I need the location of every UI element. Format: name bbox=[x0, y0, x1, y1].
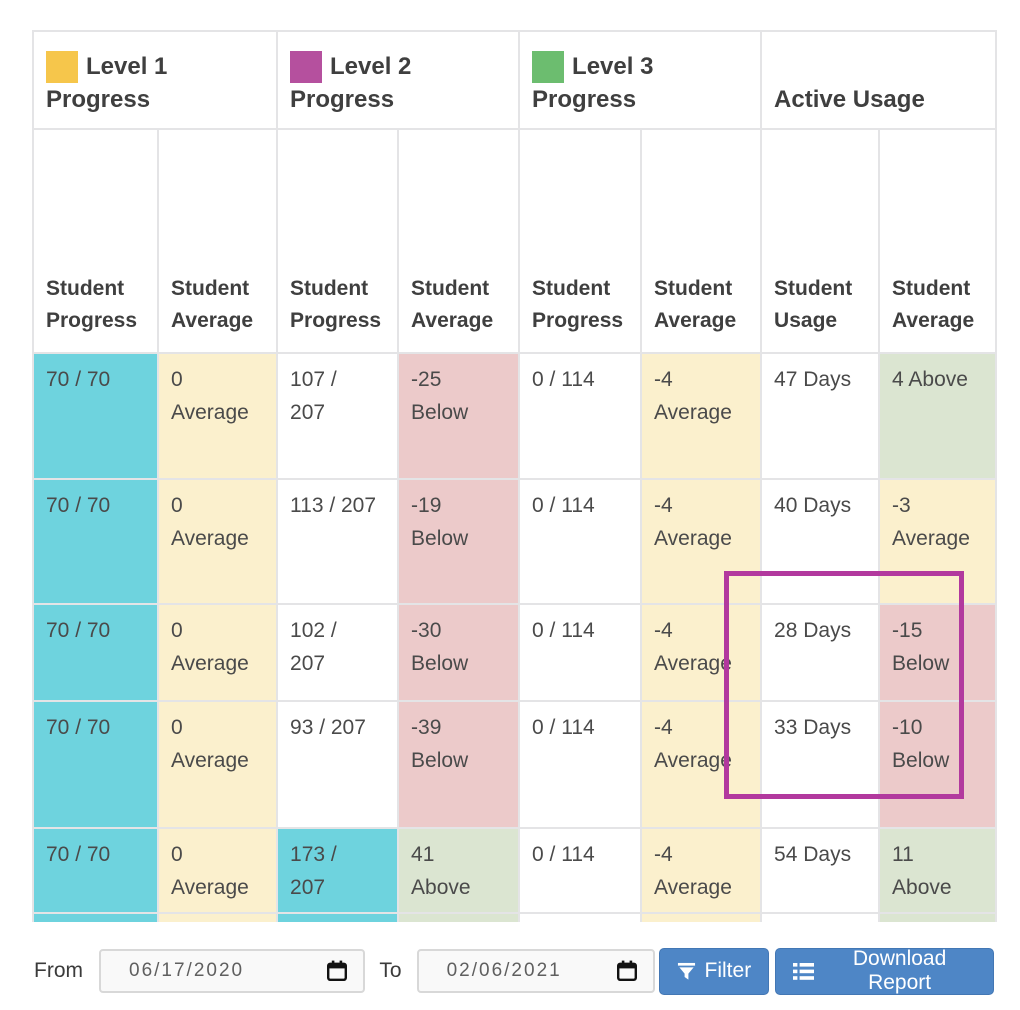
table-cell: -39 Below bbox=[397, 700, 521, 829]
table-cell bbox=[760, 912, 881, 922]
column-group-level-3: Level 3 Progress bbox=[518, 30, 763, 130]
filter-icon bbox=[677, 962, 696, 981]
level-3-swatch-icon bbox=[532, 51, 565, 84]
column-header: Student Progress bbox=[276, 128, 400, 354]
table-cell bbox=[276, 912, 400, 922]
filter-button[interactable]: Filter bbox=[658, 947, 770, 995]
to-date-value: 02/06/2021 bbox=[446, 960, 562, 981]
table-cell: -3 Average bbox=[878, 478, 997, 605]
table-cell: -4 Average bbox=[640, 826, 763, 915]
table-cell: 70 / 70 bbox=[32, 352, 159, 480]
column-group-label: Active Usage bbox=[774, 85, 925, 113]
table-cell: 4 Above bbox=[878, 352, 997, 480]
to-date-input[interactable]: 02/06/2021 bbox=[416, 949, 655, 993]
table-cell bbox=[518, 912, 643, 922]
level-2-swatch-icon bbox=[290, 51, 323, 84]
column-header: Student Progress bbox=[518, 128, 643, 354]
table-cell: 0 / 114 bbox=[518, 700, 643, 829]
table-cell: 54 Days bbox=[760, 826, 881, 915]
column-header: Student Average bbox=[156, 128, 279, 354]
table-cell: 11 Above bbox=[878, 826, 997, 915]
table-cell bbox=[878, 912, 997, 922]
table-cell: 70 / 70 bbox=[32, 478, 159, 605]
table-cell: -15 Below bbox=[878, 603, 997, 702]
table-cell: 0 Average bbox=[156, 603, 279, 702]
calendar-icon[interactable] bbox=[325, 959, 349, 983]
table-cell: 70 / 70 bbox=[32, 826, 159, 915]
table-row: 70 / 70 0 Average 113 / 207 -19 Below 0 / 11… bbox=[32, 478, 997, 605]
column-group-active-usage: Active Usage bbox=[760, 30, 997, 130]
table-cell bbox=[640, 912, 763, 922]
column-header: Student Average bbox=[878, 128, 997, 354]
column-group-label-line2: Progress bbox=[532, 85, 637, 113]
column-group-label: Level 2 bbox=[330, 53, 412, 81]
column-group-label-line2: Progress bbox=[290, 85, 395, 113]
table-cell: 0 Average bbox=[156, 700, 279, 829]
progress-report-table-wrap: Level 1 Progress Level 2 Progress Level 3 Pro… bbox=[32, 30, 997, 922]
table-cell bbox=[156, 912, 279, 922]
table-cell: 0 / 114 bbox=[518, 478, 643, 605]
table-cell: -4 Average bbox=[640, 352, 763, 480]
from-label: From bbox=[34, 959, 83, 982]
table-cell: 0 Average bbox=[156, 826, 279, 915]
download-report-button[interactable]: Download Report bbox=[775, 947, 994, 995]
table-cell: -30 Below bbox=[397, 603, 521, 702]
header-group-row: Level 1 Progress Level 2 Progress Level 3 Pro… bbox=[32, 30, 997, 130]
table-cell: 102 / 207 bbox=[276, 603, 400, 702]
table-cell: 0 Average bbox=[156, 478, 279, 605]
calendar-icon[interactable] bbox=[615, 959, 639, 983]
column-header: Student Usage bbox=[760, 128, 881, 354]
table-row bbox=[32, 912, 997, 922]
table-row: 70 / 70 0 Average 107 / 207 -25 Below 0 / 11… bbox=[32, 352, 997, 480]
to-label: To bbox=[379, 959, 402, 982]
table-cell bbox=[397, 912, 521, 922]
column-group-label-line2: Progress bbox=[46, 85, 151, 113]
table-cell: -10 Below bbox=[878, 700, 997, 829]
table-cell: 40 Days bbox=[760, 478, 881, 605]
table-cell: 41 Above bbox=[397, 826, 521, 915]
filter-button-label: Filter bbox=[704, 959, 752, 982]
table-cell: 70 / 70 bbox=[32, 603, 159, 702]
table-row: 70 / 70 0 Average 102 / 207 -30 Below 0 / 11… bbox=[32, 603, 997, 702]
column-header: Student Average bbox=[397, 128, 521, 354]
column-group-label: Level 1 bbox=[86, 53, 168, 81]
table-cell: -19 Below bbox=[397, 478, 521, 605]
table-cell: 0 Average bbox=[156, 352, 279, 480]
column-header: Student Average bbox=[640, 128, 763, 354]
table-cell: -4 Average bbox=[640, 603, 763, 702]
table-cell: 113 / 207 bbox=[276, 478, 400, 605]
table-cell: 33 Days bbox=[760, 700, 881, 829]
level-1-swatch-icon bbox=[46, 51, 78, 84]
table-cell: 0 / 114 bbox=[518, 826, 643, 915]
table-row: 70 / 70 0 Average 93 / 207 -39 Below 0 / 114… bbox=[32, 700, 997, 829]
report-filter-bar: From 06/17/2020 To 02/06/2021 bbox=[34, 947, 994, 995]
table-cell: 70 / 70 bbox=[32, 700, 159, 829]
table-cell: 0 / 114 bbox=[518, 352, 643, 480]
table-cell: 173 / 207 bbox=[276, 826, 400, 915]
download-report-button-label: Download Report bbox=[852, 947, 947, 994]
from-date-input[interactable]: 06/17/2020 bbox=[99, 949, 366, 993]
column-header: Student Progress bbox=[32, 128, 159, 354]
column-group-level-1: Level 1 Progress bbox=[32, 30, 279, 130]
list-icon bbox=[793, 962, 815, 981]
table-cell: 93 / 207 bbox=[276, 700, 400, 829]
table-cell: 107 / 207 bbox=[276, 352, 400, 480]
table-cell: -4 Average bbox=[640, 700, 763, 829]
table-cell: -4 Average bbox=[640, 478, 763, 605]
progress-report-table: Level 1 Progress Level 2 Progress Level 3 Pro… bbox=[32, 30, 997, 922]
column-header-row: Student Progress Student Average Student P… bbox=[32, 128, 997, 354]
table-cell: -25 Below bbox=[397, 352, 521, 480]
table-cell: 47 Days bbox=[760, 352, 881, 480]
table-row: 70 / 70 0 Average 173 / 207 41 Above 0 / 114… bbox=[32, 826, 997, 915]
from-date-value: 06/17/2020 bbox=[129, 960, 245, 981]
table-cell: 0 / 114 bbox=[518, 603, 643, 702]
table-cell bbox=[32, 912, 159, 922]
column-group-level-2: Level 2 Progress bbox=[276, 30, 521, 130]
table-cell: 28 Days bbox=[760, 603, 881, 702]
column-group-label: Level 3 bbox=[572, 53, 654, 81]
